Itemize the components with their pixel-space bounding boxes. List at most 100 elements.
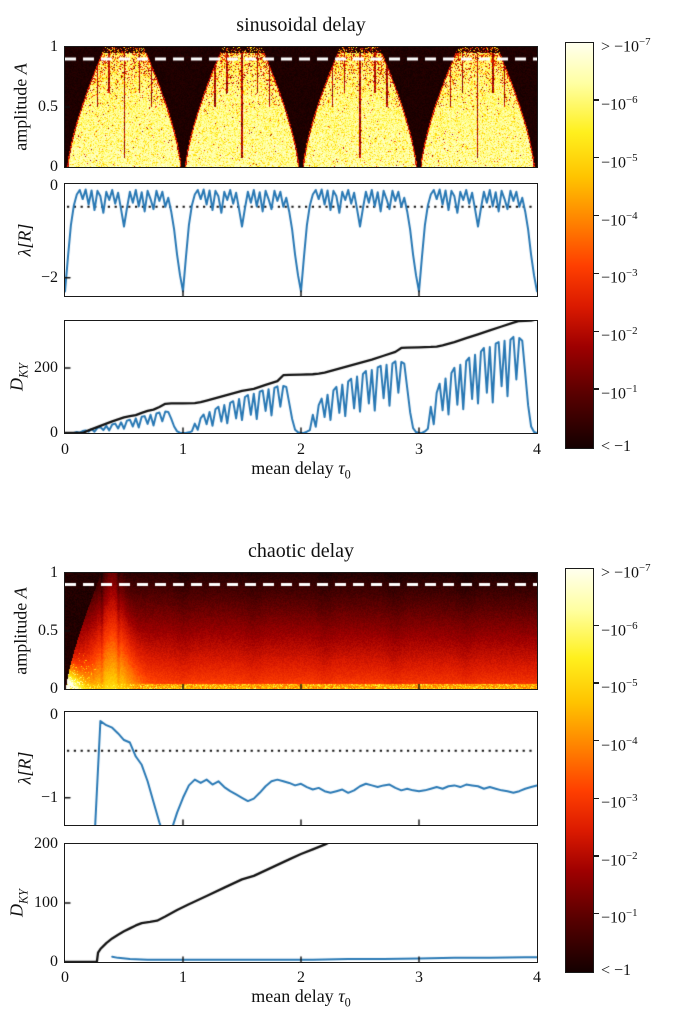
y-tick-label: 0 <box>50 706 58 724</box>
colorbar-label-exponent: −1 <box>626 383 638 396</box>
colorbar-tick-label: < −1 <box>601 437 631 457</box>
colorbar-label-base: −10 <box>601 154 627 172</box>
y-axis-label-lambda: λ[R] <box>15 224 36 257</box>
colorbar-tick <box>594 797 599 800</box>
colorbar-tick <box>594 272 599 275</box>
x-tick-label: 3 <box>415 969 423 986</box>
x-tick-label: 2 <box>297 969 305 986</box>
y-tick-label: 0 <box>50 158 58 175</box>
plot-title-chaotic: chaotic delay <box>247 540 355 562</box>
y-tick-label: 200 <box>34 359 58 377</box>
x-tick-label: 1 <box>179 969 187 986</box>
amplitude-label-var: A <box>10 63 31 75</box>
y-tick-label: 1 <box>50 38 58 55</box>
colorbar-sinusoidal <box>565 42 594 449</box>
y-tick-label: 0 <box>50 953 58 970</box>
colorbar-tick <box>594 739 599 742</box>
y-tick-label: 0.5 <box>38 622 58 639</box>
colorbar-tick <box>594 388 599 390</box>
xlabel-sub: 0 <box>344 995 351 1010</box>
x-tick-label: 1 <box>179 441 187 458</box>
y-tick-label: 100 <box>34 894 58 911</box>
colorbar-label-exponent: −3 <box>626 792 638 805</box>
colorbar-tick-label: −10−1 <box>601 379 638 404</box>
colorbar-label-base: −10 <box>601 852 627 870</box>
colorbar-label-base: −10 <box>601 909 627 927</box>
colorbar-label-base: −10 <box>601 327 627 345</box>
colorbar-tick-label: −10−1 <box>601 903 638 928</box>
x-tick-label: 2 <box>297 441 305 458</box>
colorbar-tick <box>594 855 599 857</box>
colorbar-label-base: −10 <box>601 269 627 287</box>
colorbar-tick-label: −10−4 <box>601 731 638 756</box>
colorbar-tick-label: < −1 <box>601 961 631 981</box>
colorbar-label-exponent: −4 <box>626 209 638 222</box>
y-tick-label: 0 <box>50 424 58 441</box>
amplitude-label-var: A <box>10 587 31 599</box>
xlabel-var: τ <box>338 458 345 478</box>
colorbar-tick-label: > −10−7 <box>601 32 651 57</box>
colorbar-tick <box>594 330 599 333</box>
colorbar-tick <box>594 156 599 159</box>
y-tick-label: 200 <box>34 835 58 852</box>
y-tick-label: −2 <box>40 268 58 286</box>
colorbar-label-base: −10 <box>601 211 627 229</box>
x-tick-label: 0 <box>61 969 69 986</box>
colorbar-tick <box>594 912 599 915</box>
y-tick-label: −1 <box>40 788 58 806</box>
colorbar-tick <box>594 682 599 684</box>
colorbar-label-base: > −10 <box>601 38 640 56</box>
colorbar-tick-label: −10−5 <box>601 148 638 173</box>
colorbar-label-exponent: −2 <box>626 325 638 338</box>
colorbar-tick-label: −10−5 <box>601 673 638 698</box>
colorbar-label-base: −10 <box>601 96 627 114</box>
heatmap-sinusoidal <box>64 45 538 168</box>
x-tick-label: 0 <box>61 441 69 458</box>
xlabel-text: mean delay <box>251 458 334 478</box>
colorbar-tick-label: −10−2 <box>601 846 638 871</box>
colorbar-tick-label: −10−6 <box>601 90 638 115</box>
colorbar-tick-label: −10−3 <box>601 788 638 813</box>
colorbar-label-exponent: −6 <box>626 619 638 632</box>
colorbar-tick <box>594 99 599 101</box>
y-tick-label: 0 <box>50 680 58 697</box>
lambda-plot-chaotic <box>64 710 538 826</box>
xlabel-text: mean delay <box>251 986 334 1006</box>
colorbar-label-exponent: −5 <box>626 677 638 690</box>
colorbar-label-base: −10 <box>601 679 627 697</box>
y-tick-label: 1 <box>50 564 58 581</box>
y-tick-label: 0.5 <box>38 98 58 115</box>
heatmap-chaotic <box>64 571 538 690</box>
colorbar-tick <box>594 624 599 627</box>
y-tick-label: 0 <box>50 177 58 195</box>
colorbar-tick-label: −10−6 <box>601 616 638 641</box>
dky-plot-sinusoidal <box>64 319 538 434</box>
dky-plot-chaotic <box>64 842 538 963</box>
colorbar-tick-label: −10−2 <box>601 321 638 346</box>
lambda-plot-sinusoidal <box>64 182 538 297</box>
plot-title-sinusoidal: sinusoidal delay <box>236 14 366 36</box>
colorbar-label-base: < −1 <box>601 438 632 455</box>
colorbar-chaotic <box>565 568 594 973</box>
colorbar-label-exponent: −4 <box>626 734 638 747</box>
colorbar-label-exponent: −6 <box>626 93 638 106</box>
colorbar-label-base: −10 <box>601 621 627 639</box>
colorbar-tick-label: −10−3 <box>601 263 638 288</box>
colorbar-label-base: −10 <box>601 385 627 403</box>
x-axis-label: mean delay τ0 <box>251 986 351 1011</box>
lambda-label: λ[R] <box>14 223 35 257</box>
x-axis-label: mean delay τ0 <box>251 458 351 483</box>
colorbar-label-base: < −1 <box>601 962 632 979</box>
x-tick-label: 4 <box>533 969 541 986</box>
dky-label-base: D <box>6 377 27 391</box>
x-tick-label: 4 <box>533 441 541 458</box>
colorbar-label-exponent: −2 <box>626 849 638 862</box>
colorbar-tick <box>594 214 599 217</box>
colorbar-label-exponent: −3 <box>626 267 638 280</box>
y-axis-label-lambda: λ[R] <box>15 752 36 785</box>
colorbar-label-exponent: −1 <box>626 907 638 920</box>
lambda-label: λ[R] <box>14 751 35 785</box>
colorbar-label-base: −10 <box>601 794 627 812</box>
colorbar-label-exponent: −7 <box>639 562 651 574</box>
